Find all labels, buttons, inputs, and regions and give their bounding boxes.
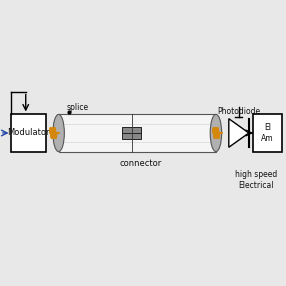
Text: splice: splice: [66, 103, 88, 112]
Bar: [11, 114, 46, 152]
Bar: [122, 132, 141, 138]
Ellipse shape: [210, 114, 222, 152]
Ellipse shape: [53, 114, 64, 152]
Bar: [122, 127, 141, 133]
Text: Modulator: Modulator: [7, 128, 50, 138]
Bar: [253, 114, 282, 152]
Polygon shape: [229, 119, 249, 147]
Text: El
Am: El Am: [261, 123, 274, 143]
Text: connector: connector: [119, 158, 161, 168]
Text: high speed
Electrical: high speed Electrical: [235, 170, 277, 190]
Text: Photodiode: Photodiode: [217, 107, 260, 116]
Bar: [59, 114, 216, 152]
